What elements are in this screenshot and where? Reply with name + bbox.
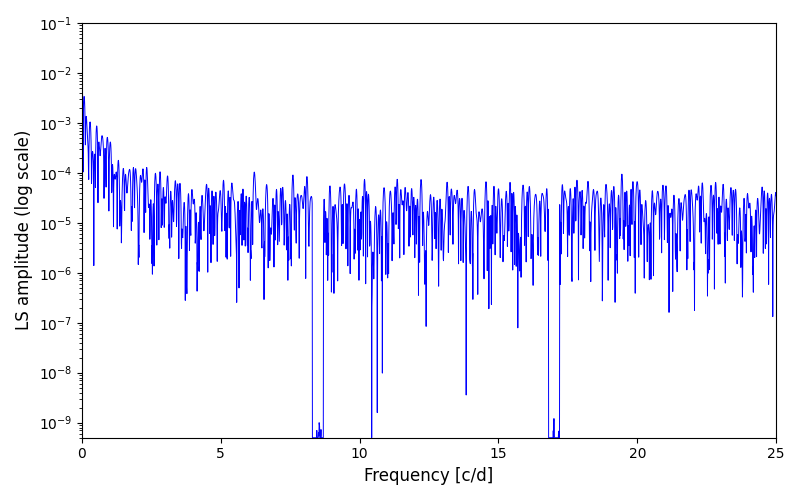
X-axis label: Frequency [c/d]: Frequency [c/d] bbox=[364, 467, 494, 485]
Y-axis label: LS amplitude (log scale): LS amplitude (log scale) bbox=[15, 130, 33, 330]
